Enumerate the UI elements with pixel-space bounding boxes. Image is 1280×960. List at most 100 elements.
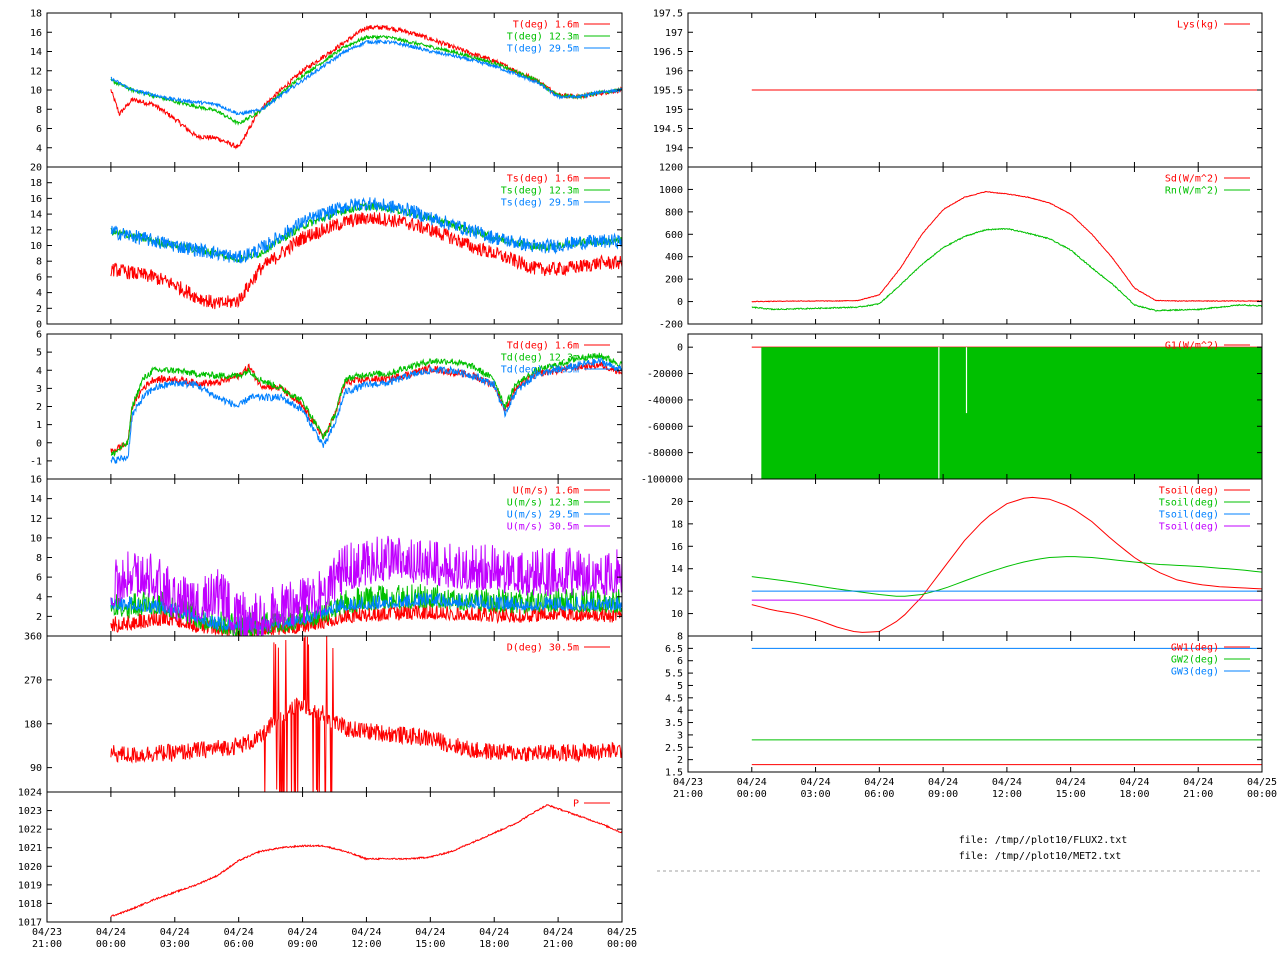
y-tick-label: 180 — [24, 719, 42, 730]
file-label-flux: file: /tmp//plot10/FLUX2.txt — [959, 835, 1128, 846]
x-tick-label: 00:00 — [1247, 789, 1277, 800]
series-group — [110, 804, 622, 918]
legend-label: U(m/s) 29.5m — [507, 510, 579, 521]
plot-frame — [46, 635, 623, 793]
series-line-2 — [110, 356, 622, 464]
y-tick-label: 360 — [24, 632, 42, 643]
legend-label: P — [573, 799, 579, 810]
x-tick-label: 04/24 — [288, 927, 318, 938]
series-group — [751, 346, 1262, 479]
y-tick-label: 3 — [677, 730, 683, 741]
y-tick-label: 14 — [30, 47, 42, 58]
legend-label: Td(deg) 29.5m — [501, 365, 579, 376]
x-tick-label: 12:00 — [992, 789, 1022, 800]
plot-frame — [46, 791, 623, 923]
x-tick-label: 00:00 — [737, 789, 767, 800]
legend-label: Td(deg) 1.6m — [507, 341, 579, 352]
series-group — [110, 636, 622, 792]
legend-label: G2(W/m^2) — [1165, 353, 1219, 364]
chart-panel-d: 90 180 270 360 D(deg) 30.5m — [24, 632, 623, 793]
y-tick-label: 18 — [30, 178, 42, 189]
legend-label: Sd(W/m^2) — [1165, 174, 1219, 185]
y-tick-label: 195 — [665, 105, 683, 116]
y-tick-label: 194.5 — [653, 124, 683, 135]
legend-label: U(m/s) 30.5m — [507, 522, 579, 533]
y-tick-label: 4 — [36, 592, 42, 603]
series-group — [751, 190, 1262, 312]
y-tick-label: -20000 — [647, 369, 683, 380]
series-fill-1 — [761, 347, 1262, 479]
x-tick-label: 04/24 — [992, 777, 1022, 788]
y-tick-label: 10 — [30, 86, 42, 97]
x-tick-label: 21:00 — [673, 789, 703, 800]
x-tick-label: 04/25 — [1247, 777, 1277, 788]
y-tick-label: 18 — [30, 9, 42, 20]
y-tick-label: 197 — [665, 28, 683, 39]
y-tick-label: -40000 — [647, 395, 683, 406]
legend-label: Tsoil(deg) — [1159, 522, 1219, 533]
y-tick-label: 4 — [36, 288, 42, 299]
y-tick-label: 1017 — [18, 918, 42, 929]
x-tick-label: 03:00 — [801, 789, 831, 800]
y-tick-label: 2 — [677, 755, 683, 766]
x-tick-label: 04/24 — [737, 777, 767, 788]
series-line-1 — [751, 556, 1262, 597]
y-tick-label: 8 — [36, 257, 42, 268]
legend-label: Tsoil(deg) — [1159, 510, 1219, 521]
legend-label: U(m/s) 1.6m — [513, 486, 579, 497]
y-tick-label: 196 — [665, 66, 683, 77]
x-tick-label: 04/24 — [351, 927, 381, 938]
legend-label: T(deg) 29.5m — [507, 44, 579, 55]
y-tick-label: 10 — [671, 609, 683, 620]
series-line-1 — [751, 227, 1262, 312]
y-tick-label: -100000 — [641, 475, 683, 486]
legend-label: U(m/s) 12.3m — [507, 498, 579, 509]
y-tick-label: 12 — [671, 587, 683, 598]
series-line-3 — [110, 535, 622, 636]
y-tick-label: 18 — [671, 519, 683, 530]
series-line-0 — [751, 190, 1262, 303]
x-tick-label: 04/24 — [96, 927, 126, 938]
y-tick-label: 195.5 — [653, 86, 683, 97]
x-tick-label: 00:00 — [96, 939, 126, 950]
y-tick-label: 196.5 — [653, 47, 683, 58]
y-tick-label: 2.5 — [665, 743, 683, 754]
x-tick-label: 18:00 — [479, 939, 509, 950]
y-tick-label: 10 — [30, 241, 42, 252]
file-label-met: file: /tmp//plot10/MET2.txt — [959, 851, 1122, 862]
y-tick-label: 20 — [671, 497, 683, 508]
y-tick-label: 10 — [30, 533, 42, 544]
x-tick-label: 04/24 — [543, 927, 573, 938]
series-line-0 — [110, 603, 622, 636]
y-tick-label: 800 — [665, 207, 683, 218]
y-tick-label: 90 — [30, 763, 42, 774]
y-tick-label: 2 — [36, 612, 42, 623]
y-tick-label: 0 — [36, 320, 42, 331]
y-tick-label: 8 — [36, 105, 42, 116]
y-tick-label: -60000 — [647, 422, 683, 433]
legend-label: Ts(deg) 12.3m — [501, 186, 579, 197]
y-tick-label: 14 — [671, 564, 683, 575]
x-tick-label: 04/24 — [1183, 777, 1213, 788]
y-tick-label: 16 — [30, 28, 42, 39]
x-tick-label: 21:00 — [543, 939, 573, 950]
legend-label: Tsoil(deg) — [1159, 486, 1219, 497]
x-tick-label: 04/24 — [928, 777, 958, 788]
chart-panel-gw: 1.522.533.544.555.566.504/2321:0004/2400… — [665, 635, 1277, 800]
series-line-0 — [751, 496, 1262, 633]
legend-label: GW3(deg) — [1171, 667, 1219, 678]
y-tick-label: 1021 — [18, 843, 42, 854]
series-line-0 — [110, 212, 622, 310]
x-tick-label: 21:00 — [32, 939, 62, 950]
legend-label: GW2(deg) — [1171, 655, 1219, 666]
y-tick-label: 14 — [30, 494, 42, 505]
legend-label: G1(W/m^2) — [1165, 341, 1219, 352]
y-tick-label: 0 — [36, 438, 42, 449]
legend-label: Rn(W/m^2) — [1165, 186, 1219, 197]
y-tick-label: 6 — [677, 656, 683, 667]
x-tick-label: 04/24 — [1119, 777, 1149, 788]
plot-frame — [687, 166, 1263, 325]
x-tick-label: 04/24 — [160, 927, 190, 938]
y-tick-label: 6 — [36, 272, 42, 283]
